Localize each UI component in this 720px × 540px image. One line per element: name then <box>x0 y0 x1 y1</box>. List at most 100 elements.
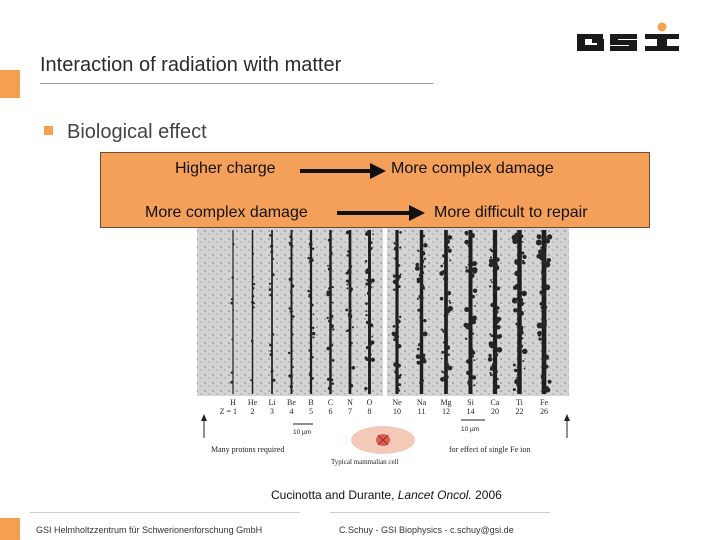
element-label: Li <box>268 398 276 407</box>
track-cluster <box>369 323 374 328</box>
atomic-number-label: 11 <box>418 407 426 416</box>
track-cluster <box>516 241 519 244</box>
track-cluster <box>448 299 451 302</box>
track-cluster <box>311 326 315 330</box>
track-cluster <box>442 341 445 344</box>
track-cluster <box>542 357 546 361</box>
track-cluster <box>399 315 402 319</box>
track-cluster <box>311 376 314 380</box>
track-cluster <box>494 310 499 314</box>
track-cluster <box>512 297 516 301</box>
track-cluster <box>347 312 352 317</box>
track-cluster <box>311 355 314 359</box>
track-cluster <box>270 244 274 248</box>
track-cluster <box>417 249 420 252</box>
caption-year: 2006 <box>471 488 502 502</box>
track-cluster <box>521 240 524 243</box>
track-cluster <box>544 248 547 251</box>
track-cluster <box>445 345 451 351</box>
track-cluster <box>423 265 426 268</box>
track-cluster <box>544 310 547 313</box>
track-cluster <box>469 273 475 279</box>
element-label: Be <box>287 398 296 407</box>
track-cluster <box>422 331 428 337</box>
figure-caption: Cucinotta and Durante, Lancet Oncol. 200… <box>271 488 502 502</box>
track-cluster <box>364 386 368 391</box>
track-cluster <box>393 242 396 245</box>
track-cluster <box>544 364 549 369</box>
track-cluster <box>446 290 452 296</box>
track-cluster <box>346 283 349 286</box>
track-cluster <box>515 322 519 326</box>
track-cluster <box>331 359 335 362</box>
track-cluster <box>232 320 234 323</box>
track-cluster <box>392 325 396 328</box>
atomic-number-label: 3 <box>270 407 274 416</box>
track-cluster <box>467 243 471 248</box>
footer-divider-right <box>330 512 550 513</box>
track-cluster <box>397 285 401 288</box>
track-cluster <box>469 267 475 273</box>
track-cluster <box>252 287 255 290</box>
track-cluster <box>289 310 293 314</box>
element-label: Ca <box>491 398 500 407</box>
track-cluster <box>518 310 524 316</box>
track-cluster <box>446 313 449 316</box>
track-cluster <box>415 262 420 267</box>
track-cluster <box>307 256 311 260</box>
track-cluster <box>345 230 350 235</box>
track-cluster <box>416 277 421 282</box>
right-note: for effect of single Fe ion <box>449 445 530 454</box>
track-cluster <box>473 359 476 362</box>
gsi-logo <box>577 22 679 51</box>
track-cluster <box>371 335 373 338</box>
track-cluster <box>443 374 449 380</box>
track-cluster <box>268 288 272 291</box>
track-cluster <box>539 290 544 295</box>
track-cluster <box>349 287 353 291</box>
track-cluster <box>537 249 544 255</box>
track-cluster <box>512 363 516 367</box>
arrow-right-icon <box>337 205 425 221</box>
track-cluster <box>518 329 521 333</box>
track-cluster <box>471 332 475 335</box>
track-cluster <box>332 328 335 331</box>
track-cluster <box>520 298 524 302</box>
track-cluster <box>397 387 400 390</box>
track-cluster <box>419 380 424 385</box>
track-cluster <box>521 337 524 340</box>
track-cluster <box>468 378 473 383</box>
track-cluster <box>327 287 331 290</box>
track-cluster <box>392 274 396 278</box>
track-cluster <box>466 370 471 375</box>
track-cluster <box>546 234 553 240</box>
track-cluster <box>393 362 398 367</box>
track-cluster <box>515 285 519 289</box>
track-cluster <box>420 271 425 275</box>
track-cluster <box>543 260 548 265</box>
track-cluster <box>447 353 450 357</box>
atomic-number-label: 26 <box>540 407 548 416</box>
track-cluster <box>489 333 492 336</box>
atomic-number-label: 22 <box>516 407 524 416</box>
left-note: Many protons required <box>211 445 284 454</box>
track-cluster <box>493 232 496 235</box>
track-cluster <box>488 353 492 358</box>
track-cluster <box>365 357 369 361</box>
track-cluster <box>370 357 375 362</box>
track-cluster <box>494 369 498 374</box>
track-cluster <box>420 251 426 256</box>
track-cluster <box>542 292 545 295</box>
track-cluster <box>447 365 453 371</box>
track-cluster <box>391 331 397 337</box>
track-cluster <box>311 259 314 262</box>
track-cluster <box>440 264 444 268</box>
track-cluster <box>270 250 274 254</box>
track-cluster <box>269 353 273 357</box>
track-cluster <box>468 254 473 259</box>
track-cluster <box>397 375 401 379</box>
atomic-number-label: 5 <box>309 407 313 416</box>
track-cluster <box>397 343 402 349</box>
track-cluster <box>421 353 426 358</box>
atomic-number-label: 10 <box>393 407 401 416</box>
